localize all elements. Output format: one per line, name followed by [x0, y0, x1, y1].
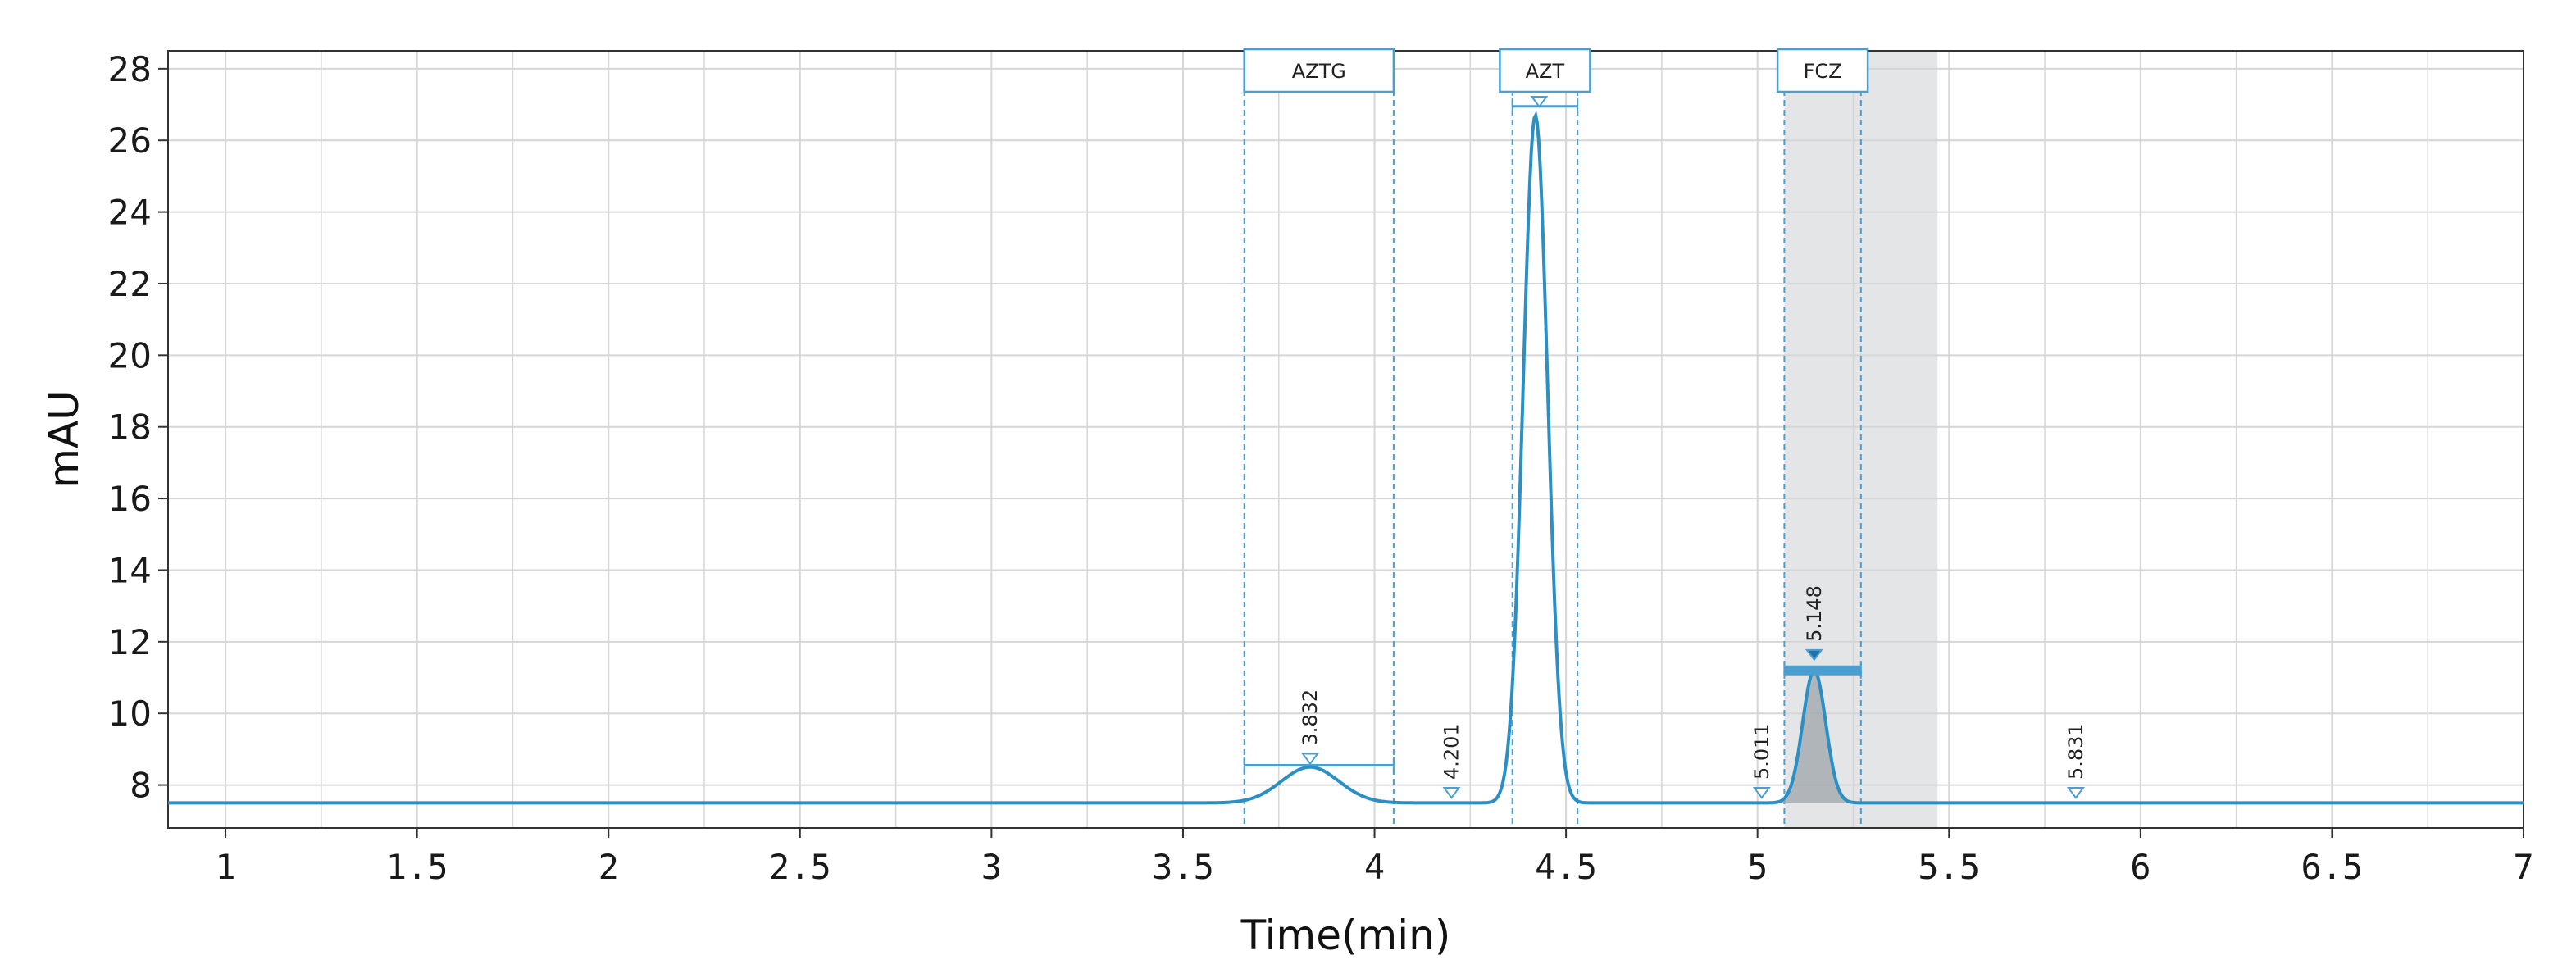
- chromatogram-line: [168, 111, 2524, 805]
- x-ticks-layer: 1 1.5 2 2.5 3 3.5 4 4.5 5 5.5 6 6.5 7: [215, 828, 2534, 887]
- y-tick-label: 12: [108, 622, 152, 662]
- peak-marker: [1752, 787, 1771, 799]
- y-tick-label: 16: [108, 479, 152, 519]
- x-tick-label: 2: [598, 847, 619, 887]
- markers-layer: 3.832 4.201 5.011 5.148 5.831: [1243, 96, 2087, 799]
- y-tick-label: 20: [108, 335, 152, 375]
- y-tick-label: 8: [130, 766, 152, 806]
- component-label: AZTG: [1292, 60, 1346, 83]
- y-ticks-layer: 8 10 12 14 16 18 20 22 24 26 28: [108, 49, 168, 806]
- y-tick-label: 10: [108, 694, 152, 734]
- grid-layer: [168, 51, 2524, 828]
- peak-label: 5.148: [1803, 585, 1826, 642]
- y-tick-label: 18: [108, 407, 152, 448]
- fcz-peak-fill: [1780, 670, 1858, 803]
- x-axis-title: Time(min): [1240, 912, 1451, 959]
- y-tick-label: 28: [108, 49, 152, 89]
- x-tick-label: 1: [215, 847, 235, 887]
- x-tick-label: 1.5: [386, 847, 448, 887]
- x-tick-label: 6: [2130, 847, 2150, 887]
- azt-marker: [1530, 96, 1549, 108]
- x-tick-label: 5.5: [1918, 847, 1980, 887]
- y-axis-title: mAU: [40, 390, 88, 489]
- y-tick-label: 14: [108, 550, 152, 590]
- component-label-box: [1243, 48, 1395, 93]
- peak-marker: [2066, 787, 2085, 799]
- peak-label: 5.831: [2064, 723, 2087, 780]
- y-tick-label: 26: [108, 121, 152, 161]
- component-label-box: [1776, 48, 1869, 93]
- peak-marker: [1442, 787, 1461, 799]
- x-tick-label: 4.5: [1535, 847, 1597, 887]
- x-tick-label: 3.5: [1152, 847, 1214, 887]
- x-tick-label: 6.5: [2301, 847, 2363, 887]
- x-tick-label: 3: [981, 847, 1002, 887]
- x-tick-label: 4: [1364, 847, 1385, 887]
- x-tick-label: 2.5: [769, 847, 831, 887]
- peak-marker: [1301, 753, 1320, 766]
- peak-label: 4.201: [1440, 723, 1463, 780]
- component-label-box: [1499, 48, 1591, 93]
- y-tick-label: 22: [108, 264, 152, 304]
- plot-frame: [167, 50, 2524, 829]
- x-tick-label: 7: [2513, 847, 2533, 887]
- component-label: FCZ: [1804, 60, 1842, 83]
- peak-label: 3.832: [1299, 689, 1322, 746]
- components-layer: AZTG AZT FCZ: [1243, 48, 1869, 828]
- peak-label: 5.011: [1750, 723, 1773, 780]
- y-tick-label: 24: [108, 193, 152, 233]
- x-tick-label: 5: [1747, 847, 1768, 887]
- peak-marker: [1805, 648, 1823, 662]
- series-layer: [168, 111, 2524, 805]
- component-label: AZT: [1526, 60, 1565, 83]
